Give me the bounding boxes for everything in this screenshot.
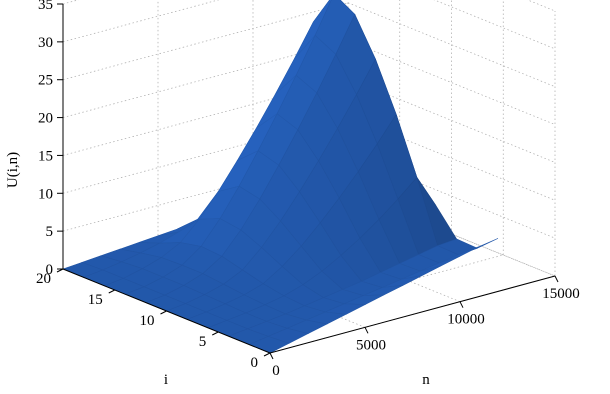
x-tick xyxy=(269,352,274,360)
grid-line xyxy=(62,78,349,156)
grid-line xyxy=(252,217,461,302)
x-tick xyxy=(554,275,559,283)
z-tick-label: 30 xyxy=(38,35,53,51)
z-tick-label: 0 xyxy=(46,262,54,278)
y-tick-label: 15 xyxy=(88,292,103,308)
x-tick-label: 0 xyxy=(272,363,280,379)
y-tick-label: 5 xyxy=(199,334,207,350)
grid-line xyxy=(62,0,220,43)
surface xyxy=(62,0,499,354)
y-tick xyxy=(263,352,271,357)
grid-line xyxy=(347,191,556,277)
x-tick-label: 10000 xyxy=(447,312,485,328)
grid-line xyxy=(62,40,349,118)
z-tick-label: 15 xyxy=(38,148,53,164)
y-tick-label: 0 xyxy=(251,355,259,371)
x-axis-line xyxy=(269,275,556,354)
x-tick-label: 15000 xyxy=(542,286,580,302)
y-tick xyxy=(108,289,115,294)
grid-line xyxy=(62,115,349,194)
y-tick xyxy=(160,310,167,315)
grid-line xyxy=(62,2,349,81)
z-tick-label: 20 xyxy=(38,111,53,127)
grid-line xyxy=(62,0,80,5)
y-tick-label: 20 xyxy=(36,271,51,287)
z-axis-label: U(i,n) xyxy=(5,152,21,188)
z-tick-label: 35 xyxy=(38,0,53,13)
axes xyxy=(56,3,559,360)
x-tick-label: 5000 xyxy=(356,337,386,353)
y-axis-label: i xyxy=(164,372,168,388)
x-axis-label: n xyxy=(422,372,430,388)
x-tick xyxy=(459,301,464,308)
z-tick-label: 10 xyxy=(38,186,53,202)
y-tick xyxy=(212,331,219,336)
grid-line xyxy=(62,153,349,232)
z-tick-label: 25 xyxy=(38,73,53,89)
y-tick-label: 10 xyxy=(140,313,155,329)
z-tick-label: 5 xyxy=(46,224,54,240)
grid-line xyxy=(347,40,556,125)
x-tick xyxy=(364,327,369,334)
grid-line xyxy=(347,2,556,88)
